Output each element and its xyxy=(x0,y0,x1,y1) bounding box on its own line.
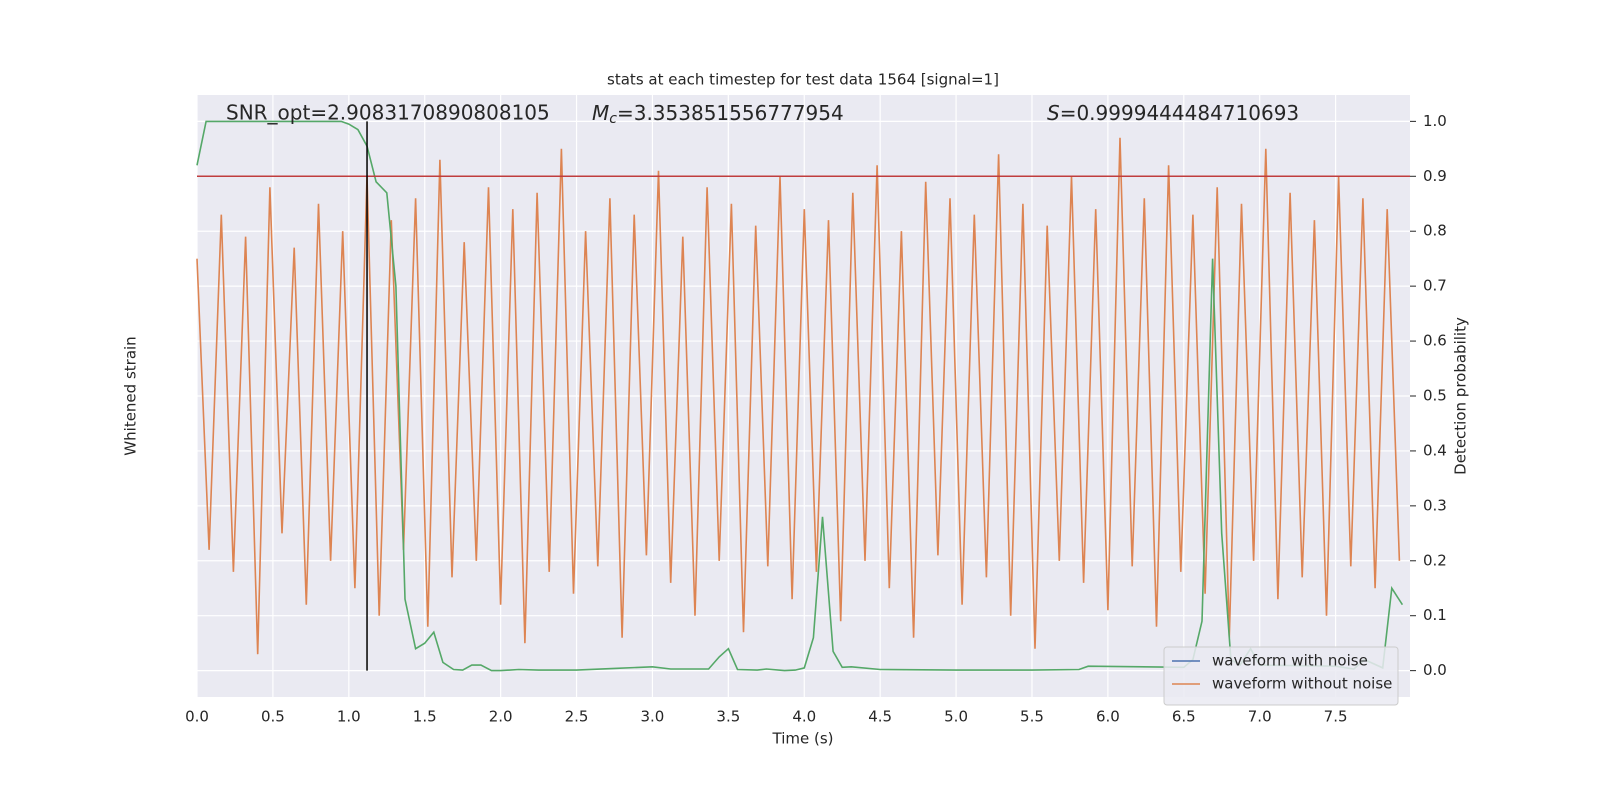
y2-tick-label: 0.0 xyxy=(1423,661,1447,679)
x-tick-label: 0.0 xyxy=(185,708,209,726)
x-tick-label: 3.5 xyxy=(716,708,740,726)
x-tick-label: 2.5 xyxy=(565,708,589,726)
y2-tick-label: 0.3 xyxy=(1423,496,1447,514)
subscript: c xyxy=(609,111,617,127)
value: =0.9999444484710693 xyxy=(1060,101,1299,125)
chirp-mass-annotation: Mc=3.353851556777954 xyxy=(592,101,844,128)
x-tick-label: 1.0 xyxy=(337,708,361,726)
value: =3.353851556777954 xyxy=(617,101,844,125)
y-axis-label: Whitened strain xyxy=(122,336,140,455)
chart-title: stats at each timestep for test data 156… xyxy=(607,71,999,89)
x-tick-label: 4.5 xyxy=(868,708,892,726)
legend: waveform with noise waveform without nois… xyxy=(1163,646,1399,706)
x-tick-label: 7.0 xyxy=(1248,708,1272,726)
x-axis-label: Time (s) xyxy=(772,730,834,748)
x-tick-label: 6.0 xyxy=(1096,708,1120,726)
y2-tick-label: 0.4 xyxy=(1423,441,1447,459)
y2-axis-label: Detection probability xyxy=(1452,317,1470,475)
x-tick-label: 1.5 xyxy=(413,708,437,726)
x-tick-label: 4.0 xyxy=(792,708,816,726)
y2-tick-label: 0.1 xyxy=(1423,606,1447,624)
series-line xyxy=(196,137,1401,655)
y2-tick-label: 0.9 xyxy=(1423,167,1447,185)
x-tick-label: 5.5 xyxy=(1020,708,1044,726)
legend-box xyxy=(1163,646,1399,706)
y2-tick-label: 0.6 xyxy=(1423,332,1447,350)
series-line xyxy=(196,120,1404,672)
y2-tick-label: 0.7 xyxy=(1423,277,1447,295)
snr-annotation: SNR_opt=2.9083170890808105 xyxy=(226,101,550,125)
x-tick-label: 0.5 xyxy=(261,708,285,726)
marks xyxy=(196,120,1410,672)
y2-tick-label: 0.8 xyxy=(1423,222,1447,240)
symbol: M xyxy=(592,101,609,125)
x-tick-label: 2.0 xyxy=(489,708,513,726)
x-tick-label: 6.5 xyxy=(1172,708,1196,726)
symbol: S xyxy=(1047,101,1060,125)
y2-tick-label: 1.0 xyxy=(1423,112,1447,130)
y2-tick-label: 0.2 xyxy=(1423,551,1447,569)
x-tick-label: 7.5 xyxy=(1324,708,1348,726)
y2-tick-label: 0.5 xyxy=(1423,387,1447,405)
x-tick-label: 5.0 xyxy=(944,708,968,726)
stat-annotation: S=0.9999444484710693 xyxy=(1047,101,1299,125)
x-tick-label: 3.0 xyxy=(641,708,665,726)
legend-label: waveform with noise xyxy=(1212,652,1368,670)
legend-label: waveform without noise xyxy=(1212,675,1392,693)
